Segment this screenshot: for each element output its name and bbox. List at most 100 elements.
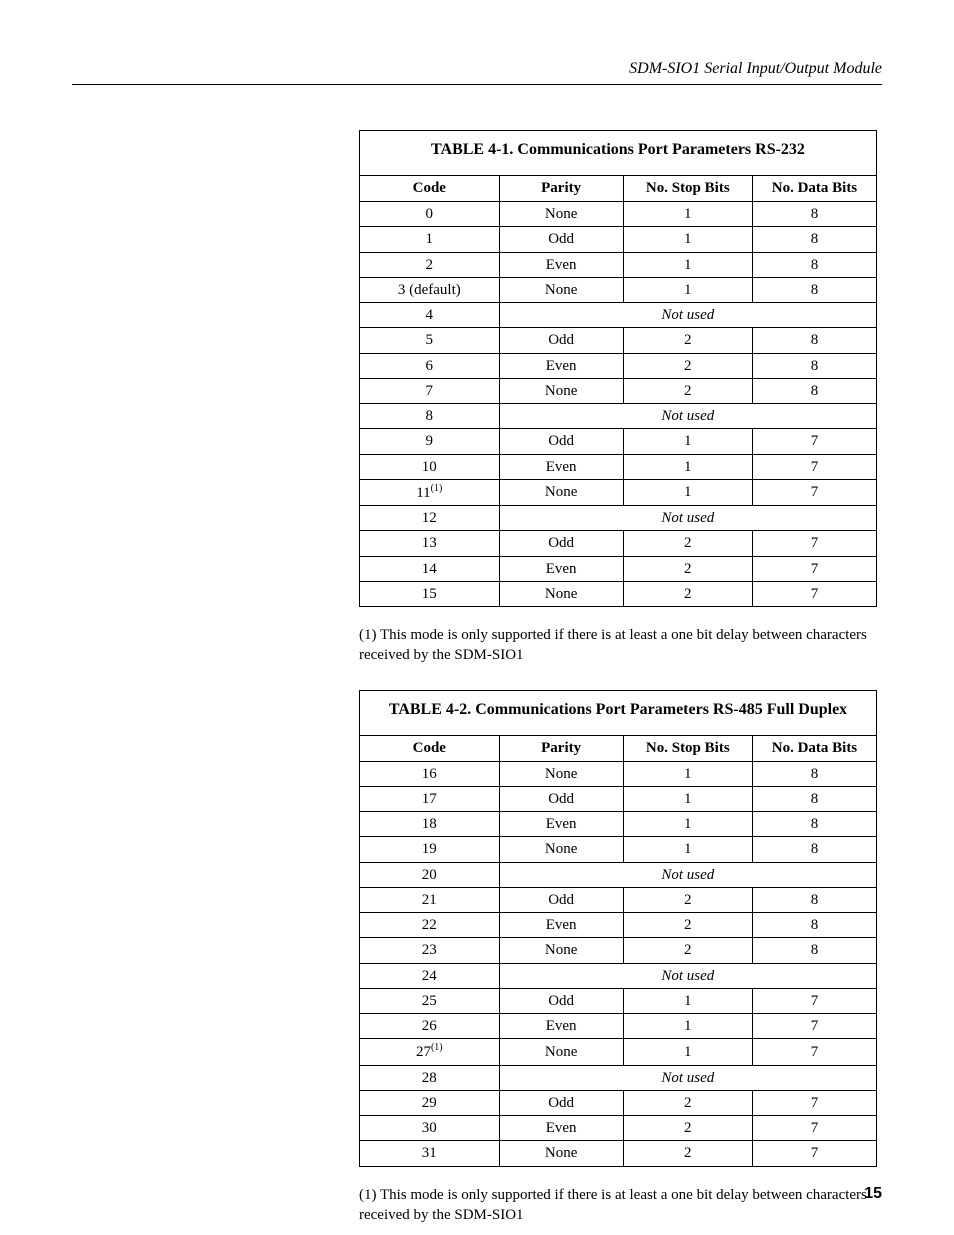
cell-stop-bits: 2 — [623, 1116, 752, 1141]
cell-data-bits: 8 — [752, 913, 876, 938]
cell-parity: Odd — [499, 988, 623, 1013]
cell-not-used: Not used — [499, 1065, 876, 1090]
cell-data-bits: 7 — [752, 531, 876, 556]
cell-stop-bits: 2 — [623, 328, 752, 353]
cell-parity: Even — [499, 812, 623, 837]
cell-parity: None — [499, 938, 623, 963]
footnote-marker: (1) — [431, 1042, 443, 1053]
cell-stop-bits: 2 — [623, 913, 752, 938]
table-row: 5Odd28 — [360, 328, 877, 353]
cell-data-bits: 7 — [752, 1116, 876, 1141]
page-number: 15 — [864, 1185, 882, 1203]
cell-code: 0 — [360, 202, 500, 227]
table-rs485: TABLE 4-2. Communications Port Parameter… — [359, 690, 877, 1167]
cell-parity: None — [499, 1039, 623, 1065]
cell-code: 3 (default) — [360, 277, 500, 302]
cell-stop-bits: 1 — [623, 252, 752, 277]
cell-stop-bits: 1 — [623, 988, 752, 1013]
cell-stop-bits: 1 — [623, 837, 752, 862]
table-title: TABLE 4-1. Communications Port Parameter… — [360, 131, 877, 176]
cell-data-bits: 8 — [752, 277, 876, 302]
cell-code: 13 — [360, 531, 500, 556]
cell-not-used: Not used — [499, 862, 876, 887]
cell-stop-bits: 2 — [623, 581, 752, 606]
cell-data-bits: 7 — [752, 429, 876, 454]
cell-parity: None — [499, 479, 623, 505]
cell-parity: None — [499, 1141, 623, 1166]
table-row: 27(1)None17 — [360, 1039, 877, 1065]
table-title-row: TABLE 4-1. Communications Port Parameter… — [360, 131, 877, 176]
cell-data-bits: 7 — [752, 1141, 876, 1166]
cell-stop-bits: 2 — [623, 1090, 752, 1115]
table-header-row: Code Parity No. Stop Bits No. Data Bits — [360, 176, 877, 202]
col-data-bits: No. Data Bits — [752, 735, 876, 761]
cell-data-bits: 8 — [752, 887, 876, 912]
table-row: 30Even27 — [360, 1116, 877, 1141]
table-row: 17Odd18 — [360, 786, 877, 811]
table-row: 31None27 — [360, 1141, 877, 1166]
table-row: 22Even28 — [360, 913, 877, 938]
table-row: 15None27 — [360, 581, 877, 606]
cell-data-bits: 8 — [752, 252, 876, 277]
cell-data-bits: 8 — [752, 786, 876, 811]
cell-not-used: Not used — [499, 303, 876, 328]
cell-parity: Odd — [499, 429, 623, 454]
table-row: 6Even28 — [360, 353, 877, 378]
table-row: 2Even18 — [360, 252, 877, 277]
cell-code: 6 — [360, 353, 500, 378]
cell-parity: Even — [499, 1116, 623, 1141]
table-row: 7None28 — [360, 378, 877, 403]
table-row: 14Even27 — [360, 556, 877, 581]
cell-data-bits: 8 — [752, 837, 876, 862]
cell-code: 9 — [360, 429, 500, 454]
cell-parity: Even — [499, 454, 623, 479]
cell-parity: Even — [499, 1014, 623, 1039]
page: SDM-SIO1 Serial Input/Output Module TABL… — [0, 0, 954, 1235]
table-row: 19None18 — [360, 837, 877, 862]
table-row: 4Not used — [360, 303, 877, 328]
cell-code: 31 — [360, 1141, 500, 1166]
cell-data-bits: 7 — [752, 556, 876, 581]
cell-code: 21 — [360, 887, 500, 912]
cell-code: 1 — [360, 227, 500, 252]
cell-parity: None — [499, 581, 623, 606]
cell-parity: Odd — [499, 887, 623, 912]
table-header-row: Code Parity No. Stop Bits No. Data Bits — [360, 735, 877, 761]
cell-code: 4 — [360, 303, 500, 328]
cell-code: 7 — [360, 378, 500, 403]
cell-code: 16 — [360, 761, 500, 786]
table-row: 29Odd27 — [360, 1090, 877, 1115]
cell-stop-bits: 1 — [623, 1014, 752, 1039]
cell-code: 20 — [360, 862, 500, 887]
cell-parity: Odd — [499, 786, 623, 811]
table-rs232: TABLE 4-1. Communications Port Parameter… — [359, 130, 877, 607]
table-row: 12Not used — [360, 506, 877, 531]
cell-stop-bits: 2 — [623, 531, 752, 556]
cell-code: 25 — [360, 988, 500, 1013]
cell-code: 28 — [360, 1065, 500, 1090]
cell-code: 11(1) — [360, 479, 500, 505]
cell-data-bits: 8 — [752, 761, 876, 786]
cell-stop-bits: 1 — [623, 277, 752, 302]
cell-data-bits: 7 — [752, 479, 876, 505]
table-row: 3 (default)None18 — [360, 277, 877, 302]
cell-stop-bits: 1 — [623, 454, 752, 479]
cell-stop-bits: 2 — [623, 556, 752, 581]
content-column: TABLE 4-1. Communications Port Parameter… — [359, 130, 877, 1225]
cell-code: 22 — [360, 913, 500, 938]
cell-data-bits: 8 — [752, 227, 876, 252]
cell-stop-bits: 1 — [623, 761, 752, 786]
cell-parity: Odd — [499, 227, 623, 252]
col-parity: Parity — [499, 176, 623, 202]
cell-code: 15 — [360, 581, 500, 606]
cell-not-used: Not used — [499, 506, 876, 531]
cell-code: 12 — [360, 506, 500, 531]
cell-stop-bits: 1 — [623, 1039, 752, 1065]
footnote-marker: (1) — [431, 483, 443, 494]
table-row: 18Even18 — [360, 812, 877, 837]
cell-data-bits: 7 — [752, 1039, 876, 1065]
cell-code: 5 — [360, 328, 500, 353]
cell-data-bits: 8 — [752, 938, 876, 963]
cell-data-bits: 8 — [752, 328, 876, 353]
cell-stop-bits: 2 — [623, 887, 752, 912]
